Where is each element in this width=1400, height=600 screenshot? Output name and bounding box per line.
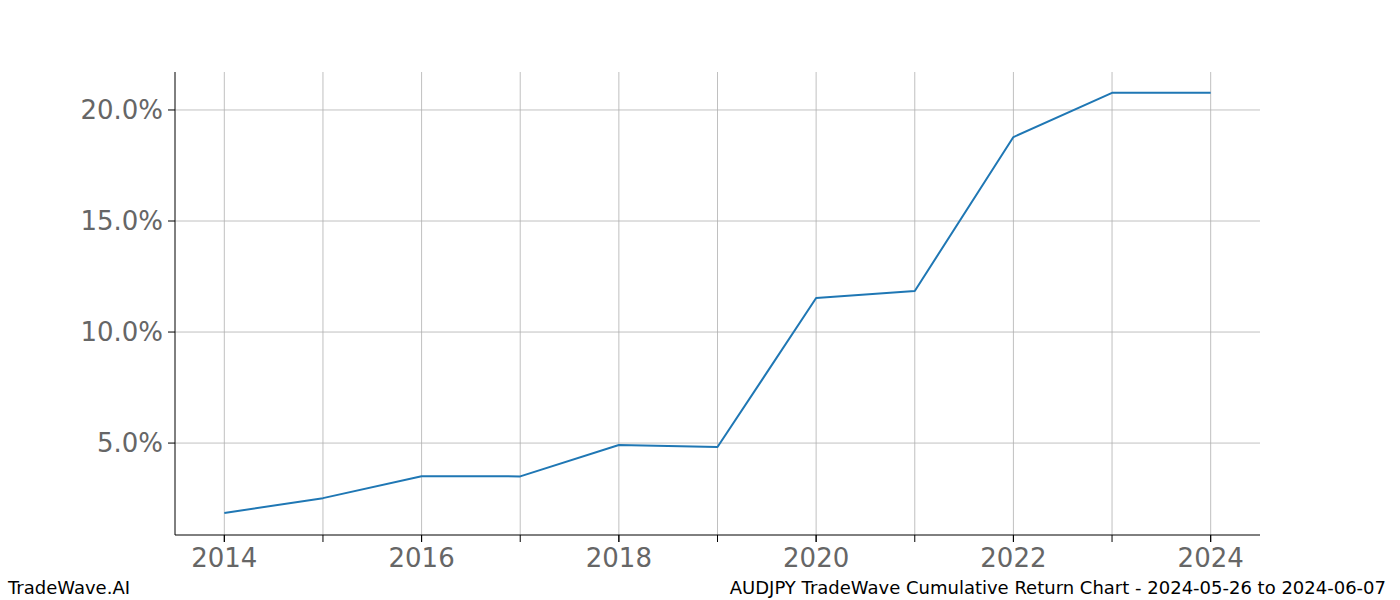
x-tick <box>1210 535 1211 542</box>
x-grid-line <box>224 72 225 535</box>
y-tick-label: 15.0% <box>80 206 163 236</box>
x-tick-label: 2024 <box>1178 543 1244 573</box>
x-tick-label: 2018 <box>586 543 652 573</box>
y-tick <box>168 221 175 222</box>
y-tick-label: 20.0% <box>80 95 163 125</box>
x-grid-line <box>1112 72 1113 535</box>
x-tick <box>618 535 619 542</box>
x-tick-mark <box>421 535 422 542</box>
x-tick-label: 2020 <box>783 543 849 573</box>
x-tick <box>224 535 225 542</box>
x-tick-mark <box>1210 535 1211 542</box>
return-line <box>224 93 1210 513</box>
x-axis <box>175 535 1260 536</box>
x-tick-label: 2016 <box>389 543 455 573</box>
x-grid-line <box>1210 72 1211 535</box>
x-tick-mark <box>520 535 521 542</box>
x-tick-mark <box>618 535 619 542</box>
x-tick-mark <box>816 535 817 542</box>
x-tick <box>1013 535 1014 542</box>
x-tick-label: 2022 <box>980 543 1046 573</box>
x-grid-line <box>618 72 619 535</box>
x-grid-line <box>520 72 521 535</box>
y-grid-line <box>175 221 1260 222</box>
x-tick-mark <box>1112 535 1113 542</box>
x-grid-line <box>1013 72 1014 535</box>
y-tick <box>168 332 175 333</box>
x-grid-line <box>914 72 915 535</box>
x-grid-line <box>717 72 718 535</box>
x-tick-label: 2014 <box>191 543 257 573</box>
x-grid-line <box>816 72 817 535</box>
background <box>0 0 1400 600</box>
y-grid-line <box>175 443 1260 444</box>
y-tick <box>168 109 175 110</box>
y-tick-label: 10.0% <box>80 317 163 347</box>
y-axis <box>175 72 176 535</box>
grid <box>175 72 1260 535</box>
source-label: TradeWave.AI <box>7 577 130 598</box>
chart: 2014 2016 2018 2020 2022 2024 5.0% 10.0% 15.0% 20… <box>0 0 1400 600</box>
x-tick-mark <box>322 535 323 542</box>
x-grid-line <box>421 72 422 535</box>
x-tick <box>816 535 817 542</box>
y-grid-line <box>175 332 1260 333</box>
chart-title: AUDJPY TradeWave Cumulative Return Chart… <box>730 577 1386 598</box>
y-tick-label: 5.0% <box>97 428 163 458</box>
x-tick <box>421 535 422 542</box>
x-tick-mark <box>717 535 718 542</box>
y-tick <box>168 443 175 444</box>
x-tick-mark <box>914 535 915 542</box>
x-tick-mark <box>1013 535 1014 542</box>
plot-area <box>224 93 1210 513</box>
x-tick-mark <box>224 535 225 542</box>
x-grid-line <box>322 72 323 535</box>
y-grid-line <box>175 109 1260 110</box>
